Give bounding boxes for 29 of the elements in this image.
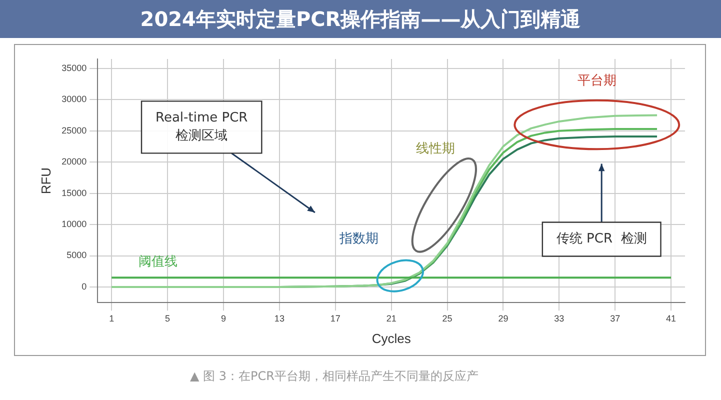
x-tick-label: 5 <box>165 313 170 324</box>
annotation: 传统 PCR 检测 <box>556 232 647 247</box>
y-tick-label: 15000 <box>62 188 87 198</box>
text: ▲ 图 3：在PCR平台期，相同样品产生不同量的反应产 <box>190 368 478 385</box>
x-tick-label: 41 <box>666 313 676 324</box>
y-axis-title: RFU <box>38 167 54 194</box>
x-tick-label: 37 <box>610 313 620 324</box>
y-tick-label: 10000 <box>62 219 87 230</box>
x-tick-label: 21 <box>386 313 396 324</box>
annotation: Real-time PCR 检测区域 <box>156 110 248 144</box>
annotation: 指数期 <box>338 232 379 247</box>
y-tick-label: 35000 <box>62 62 87 73</box>
x-tick-label: 9 <box>220 313 226 324</box>
y-tick-label: 30000 <box>62 94 87 104</box>
x-tick-label: 13 <box>274 313 284 324</box>
y-tick-label: 5000 <box>66 250 87 260</box>
x-axis-title: Cycles <box>372 330 412 346</box>
y-tick-label: 0 <box>82 281 87 292</box>
x-tick-label: 29 <box>498 313 508 324</box>
y-tick-label: 20000 <box>62 156 87 167</box>
annotation: 平台期 <box>577 73 616 88</box>
x-tick-label: 25 <box>442 313 452 324</box>
x-tick-label: 17 <box>330 313 340 324</box>
ref-line-label: 阈值线 <box>138 254 178 270</box>
x-tick-label: 33 <box>554 313 564 324</box>
x-tick-label: 1 <box>109 313 114 324</box>
annotation: 线性期 <box>416 142 455 157</box>
chart-title: 2024年实时定量PCR操作指南——从入门到精通 <box>0 0 721 38</box>
y-tick-label: 25000 <box>62 125 87 136</box>
